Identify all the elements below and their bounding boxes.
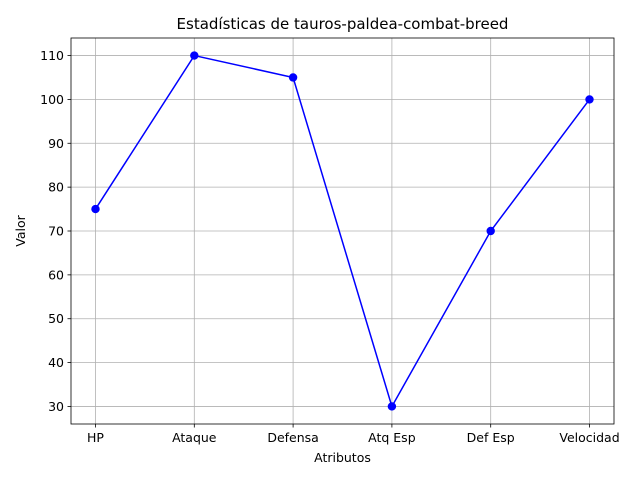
y-tick-label: 100	[40, 92, 64, 107]
x-tick-label: Velocidad	[559, 430, 619, 445]
data-point	[387, 402, 397, 411]
x-tick-label: Def Esp	[467, 430, 515, 445]
plot-frame	[70, 37, 615, 425]
data-point	[486, 226, 495, 236]
x-tick-label: HP	[87, 430, 104, 445]
data-series	[91, 51, 594, 411]
y-tick-label: 110	[40, 48, 64, 63]
data-point	[91, 204, 100, 214]
chart-title: Estadísticas de tauros-paldea-combat-bre…	[177, 15, 509, 33]
axis-ticks: HP Ataque Defensa Atq Esp Def Esp Velocidad 30…	[40, 48, 620, 445]
y-tick-label: 60	[48, 267, 64, 282]
y-tick-label: 90	[48, 136, 64, 151]
y-tick-label: 30	[48, 399, 64, 414]
x-axis-label: Atributos	[314, 450, 371, 465]
x-tick-label: Atq Esp	[368, 430, 416, 445]
y-tick-label: 80	[48, 180, 64, 195]
data-point	[585, 95, 594, 104]
data-point	[190, 51, 199, 60]
x-tick-label: Ataque	[172, 430, 217, 445]
y-tick-label: 50	[48, 311, 64, 326]
y-tick-label: 40	[48, 355, 64, 370]
y-axis-label: Valor	[13, 214, 28, 246]
grid-lines	[71, 38, 614, 424]
y-tick-label: 70	[48, 224, 64, 239]
series-line	[94, 54, 591, 409]
data-point	[288, 73, 298, 82]
x-tick-label: Defensa	[267, 430, 319, 445]
